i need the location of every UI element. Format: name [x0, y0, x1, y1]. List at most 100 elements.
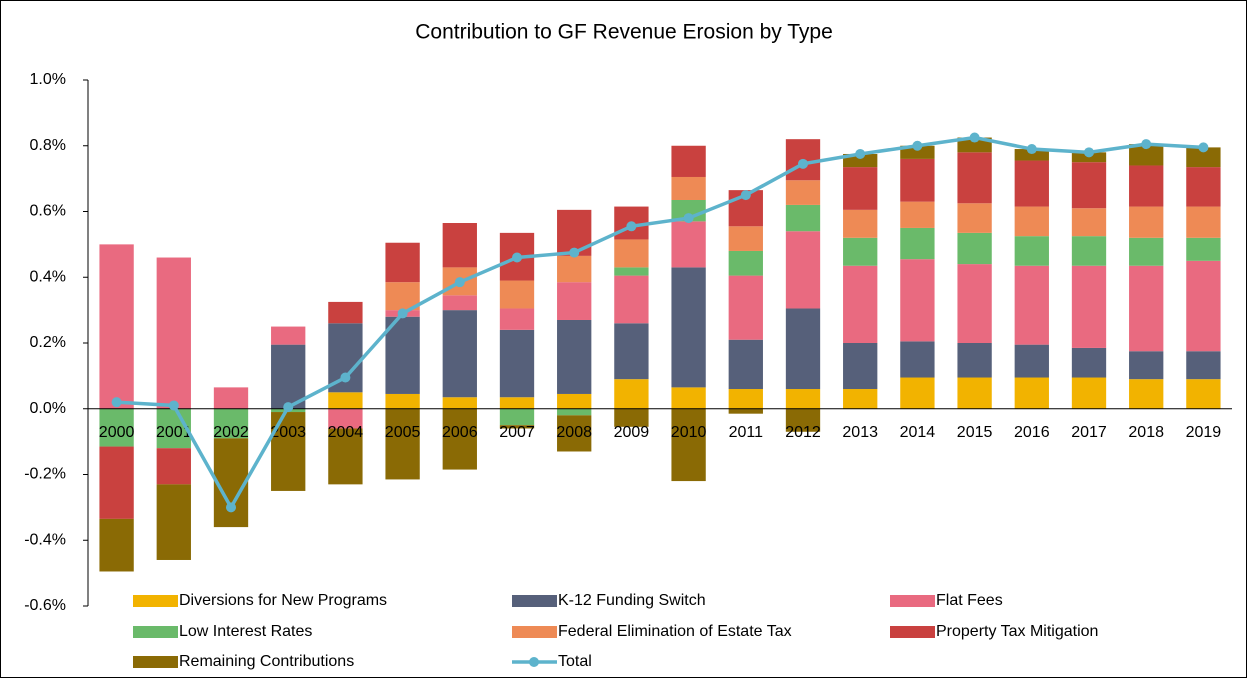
total-marker — [1198, 142, 1209, 153]
bar-segment — [499, 329, 535, 398]
bar-segment — [957, 137, 992, 153]
bar-segment — [900, 201, 935, 228]
bar-segment — [614, 379, 649, 409]
bar-segment — [614, 267, 649, 276]
bar-segment — [671, 387, 706, 409]
bar-segment — [1071, 208, 1107, 237]
bar-segment — [1186, 351, 1221, 380]
legend-swatch — [133, 656, 178, 668]
total-marker — [283, 402, 294, 413]
bar-segment — [671, 267, 706, 388]
bar-segment — [442, 223, 477, 268]
x-tick-label: 2004 — [328, 424, 364, 441]
bar-segment — [442, 295, 477, 311]
x-tick-label: 2005 — [385, 424, 421, 441]
bar-segment — [499, 397, 535, 409]
total-marker — [569, 247, 580, 258]
x-tick-label: 2002 — [213, 424, 249, 441]
total-marker — [111, 397, 122, 408]
x-tick-label: 2015 — [957, 424, 993, 441]
legend-swatch — [133, 595, 178, 607]
bar-segment — [1014, 265, 1049, 345]
y-tick-label: 0.4% — [30, 268, 66, 285]
y-tick-label: -0.4% — [24, 531, 66, 548]
bar-segment — [1129, 206, 1164, 238]
legend-swatch — [890, 626, 935, 638]
bar-segment — [1014, 344, 1049, 378]
bar-segment — [843, 167, 878, 210]
bar-segment — [385, 408, 420, 480]
y-tick-label: -0.6% — [24, 597, 66, 614]
bar-segment — [442, 310, 477, 398]
x-tick-label: 2013 — [842, 424, 878, 441]
bar-segment — [728, 250, 763, 276]
x-tick-label: 2008 — [556, 424, 592, 441]
bar-segment — [1186, 379, 1221, 409]
x-tick-label: 2007 — [499, 424, 535, 441]
bar-segment — [785, 408, 821, 432]
bar-segment — [1186, 147, 1221, 168]
legend-label: Federal Elimination of Estate Tax — [558, 623, 792, 640]
bar-segment — [1071, 236, 1107, 266]
x-tick-label: 2011 — [729, 424, 764, 441]
bar-segment — [957, 232, 992, 265]
legend-label: Property Tax Mitigation — [936, 623, 1098, 640]
bar-segment — [614, 408, 649, 427]
bar-segment — [99, 446, 134, 519]
total-marker — [626, 221, 637, 232]
legend-label: K-12 Funding Switch — [558, 592, 706, 609]
bar-segment — [271, 344, 306, 409]
bar-segment — [385, 316, 420, 394]
bar-segment — [1186, 167, 1221, 207]
bar-segment — [271, 326, 306, 345]
bar-segment — [1014, 206, 1049, 237]
bar-segment — [557, 319, 592, 394]
bar-segment — [213, 387, 249, 409]
total-marker — [226, 502, 236, 513]
bar-segment — [843, 237, 878, 266]
legend-label: Low Interest Rates — [179, 623, 312, 640]
bar-segment — [156, 257, 191, 409]
total-marker — [912, 140, 923, 151]
bar-segment — [1071, 347, 1107, 378]
bar-segment — [1071, 377, 1107, 409]
bar-segment — [1186, 260, 1221, 352]
y-tick-label: -0.2% — [24, 466, 66, 483]
bar-segment — [785, 308, 821, 390]
bar-segment — [99, 518, 134, 572]
bar-segment — [728, 226, 763, 251]
x-tick-label: 2009 — [614, 424, 650, 441]
total-marker — [454, 277, 465, 288]
bar-segment — [499, 308, 535, 330]
bar-segment — [957, 264, 992, 343]
total-marker — [340, 372, 351, 383]
legend-label: Total — [558, 653, 592, 670]
bar-segment — [99, 408, 134, 447]
legend-swatch — [133, 626, 178, 638]
bar-segment — [843, 265, 878, 343]
bar-segment — [900, 227, 935, 260]
bar-segment — [557, 255, 592, 283]
bar-segment — [957, 377, 992, 409]
bar-segment — [213, 408, 249, 439]
bar-segment — [442, 408, 477, 470]
total-marker — [740, 190, 751, 201]
bar-segment — [328, 408, 363, 429]
bar-segment — [557, 393, 592, 409]
bar-segment — [900, 377, 935, 409]
bar-segment — [99, 244, 134, 409]
bar-segment — [1014, 160, 1049, 207]
bar-segment — [671, 221, 706, 268]
bar-segment — [785, 180, 821, 205]
total-marker — [168, 400, 179, 411]
bar-segment — [1129, 237, 1164, 266]
bar-segment — [557, 408, 592, 416]
bar-segment — [328, 301, 363, 324]
y-tick-label: 0.6% — [30, 203, 66, 220]
bar-segment — [156, 448, 191, 485]
y-tick-label: 0.8% — [30, 137, 66, 154]
bar-segment — [728, 389, 763, 409]
total-marker — [798, 158, 808, 169]
bar-segment — [843, 153, 878, 168]
